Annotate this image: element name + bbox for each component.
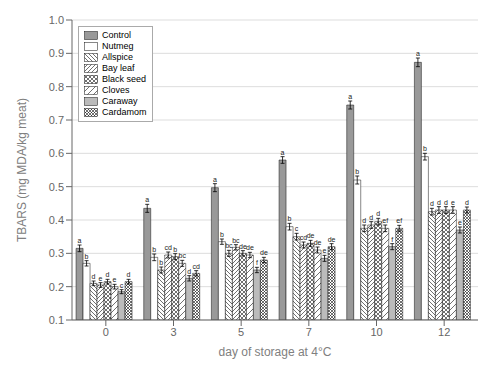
- svg-text:b: b: [152, 246, 156, 253]
- svg-text:1.0: 1.0: [49, 14, 64, 26]
- svg-text:10: 10: [370, 326, 382, 338]
- svg-text:a: a: [78, 237, 82, 244]
- svg-text:de: de: [239, 242, 247, 250]
- svg-text:e: e: [113, 276, 117, 283]
- svg-text:0.5: 0.5: [49, 181, 64, 193]
- svg-text:f: f: [256, 259, 258, 266]
- svg-text:de: de: [328, 236, 336, 243]
- svg-text:0.8: 0.8: [49, 81, 64, 93]
- svg-text:e: e: [323, 247, 327, 254]
- svg-text:e: e: [458, 219, 462, 226]
- svg-text:d: d: [127, 271, 131, 278]
- svg-text:c: c: [295, 225, 299, 232]
- svg-text:bc: bc: [179, 252, 187, 259]
- svg-text:b: b: [423, 145, 427, 152]
- svg-text:a: a: [281, 149, 285, 156]
- svg-text:de: de: [246, 244, 254, 251]
- html-text:Control: Control: [102, 30, 131, 40]
- svg-text:a: a: [145, 196, 149, 203]
- svg-text:cd: cd: [165, 244, 173, 251]
- svg-text:de: de: [260, 249, 268, 256]
- svg-text:d: d: [437, 199, 441, 206]
- svg-text:d: d: [430, 200, 434, 207]
- svg-text:7: 7: [306, 326, 312, 338]
- svg-text:d: d: [187, 268, 191, 275]
- svg-text:cd: cd: [193, 263, 201, 270]
- svg-text:d: d: [369, 214, 373, 221]
- svg-text:0.9: 0.9: [49, 47, 64, 59]
- svg-text:de: de: [314, 239, 322, 246]
- svg-text:de: de: [306, 232, 315, 240]
- svg-text:0.6: 0.6: [49, 147, 64, 159]
- html-text:Cloves: Cloves: [102, 85, 130, 95]
- svg-text:d: d: [362, 217, 366, 224]
- svg-text:0.2: 0.2: [49, 281, 64, 293]
- svg-text:cd: cd: [299, 234, 308, 241]
- svg-text:bc: bc: [225, 242, 233, 250]
- svg-text:0.4: 0.4: [49, 214, 64, 226]
- html-text:Bay leaf: Bay leaf: [102, 63, 135, 73]
- svg-text:d: d: [92, 273, 96, 280]
- svg-text:e: e: [451, 199, 455, 206]
- svg-text:5: 5: [238, 326, 244, 338]
- svg-text:c: c: [120, 282, 124, 289]
- svg-text:ef: ef: [382, 217, 388, 224]
- svg-text:b: b: [288, 215, 292, 222]
- svg-text:12: 12: [438, 326, 450, 338]
- html-text:Allspice: Allspice: [102, 52, 133, 62]
- svg-text:d: d: [465, 199, 469, 206]
- svg-text:bc: bc: [232, 236, 240, 244]
- svg-text:b: b: [173, 246, 177, 253]
- html-text:Cardamom: Cardamom: [102, 107, 147, 117]
- svg-text:TBARS (mg MDA/kg meat): TBARS (mg MDA/kg meat): [15, 98, 29, 242]
- svg-text:b: b: [220, 231, 224, 238]
- html-text:Nutmeg: Nutmeg: [102, 41, 134, 51]
- svg-text:3: 3: [170, 326, 176, 338]
- svg-text:b: b: [355, 168, 359, 175]
- svg-text:0.3: 0.3: [49, 247, 64, 259]
- svg-text:e: e: [99, 275, 103, 282]
- svg-text:b: b: [159, 259, 163, 266]
- svg-text:a: a: [416, 50, 420, 57]
- svg-text:f: f: [391, 236, 393, 243]
- html-text:Black seed: Black seed: [102, 74, 146, 84]
- svg-text:a: a: [348, 93, 352, 100]
- svg-text:b: b: [85, 253, 89, 260]
- svg-text:ef: ef: [396, 217, 402, 224]
- svg-text:0.7: 0.7: [49, 114, 64, 126]
- svg-text:d: d: [444, 199, 448, 206]
- svg-text:0: 0: [103, 326, 109, 338]
- svg-text:a: a: [213, 176, 217, 183]
- svg-text:d: d: [106, 271, 110, 278]
- svg-text:0.1: 0.1: [49, 314, 64, 326]
- html-text:Caraway: Caraway: [102, 96, 138, 106]
- svg-text:day of storage at 4°C: day of storage at 4°C: [219, 345, 332, 359]
- svg-text:d: d: [376, 210, 380, 217]
